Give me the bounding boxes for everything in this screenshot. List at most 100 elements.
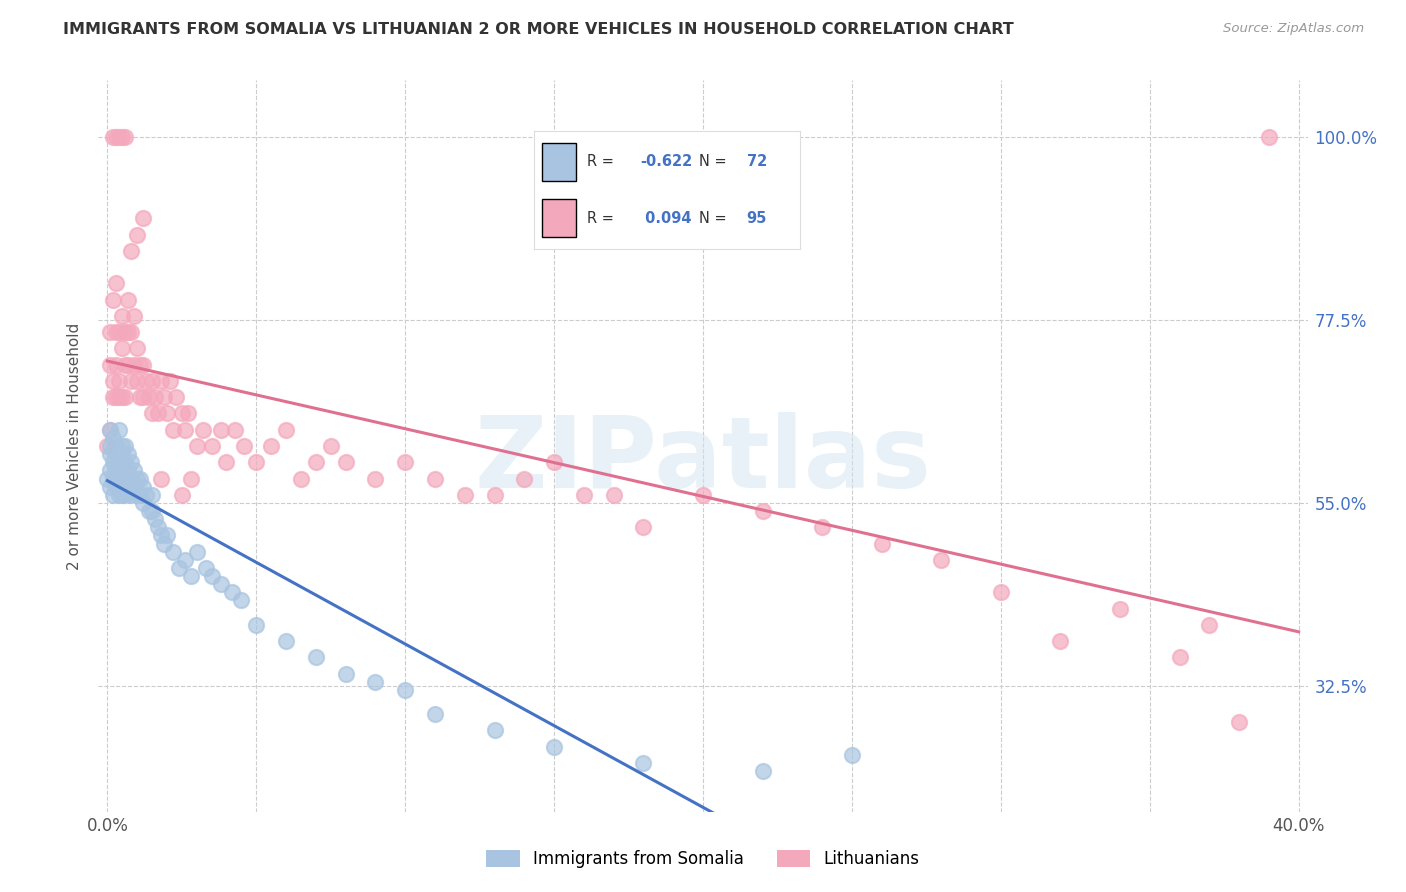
Point [132,496,155,510]
Point [1257,130,1279,145]
Point [114,130,136,145]
Point [105,463,128,477]
Point [98,325,121,339]
Point [98,480,121,494]
Point [129,358,152,372]
Point [105,439,128,453]
Point [98,423,121,437]
Point [132,211,155,226]
Point [98,439,121,453]
Point [929,553,952,567]
Point [186,544,208,558]
Text: IMMIGRANTS FROM SOMALIA VS LITHUANIAN 2 OR MORE VEHICLES IN HOUSEHOLD CORRELATIO: IMMIGRANTS FROM SOMALIA VS LITHUANIAN 2 … [63,22,1014,37]
Point [111,447,134,461]
Point [484,488,506,502]
Point [1109,601,1132,615]
Point [108,390,131,404]
Point [98,463,121,477]
Point [245,455,267,469]
Point [105,277,128,291]
Point [129,471,152,485]
Point [1168,650,1191,665]
Point [143,512,166,526]
Point [305,650,328,665]
Point [111,488,134,502]
Point [120,471,142,485]
Point [127,374,149,388]
Point [194,561,217,575]
Point [103,374,125,388]
Point [186,439,208,453]
Point [513,471,536,485]
Point [103,455,125,469]
Point [149,471,172,485]
Point [305,455,328,469]
Point [692,488,714,502]
Y-axis label: 2 or more Vehicles in Household: 2 or more Vehicles in Household [67,322,83,570]
Point [114,488,136,502]
Point [103,431,125,445]
Point [98,447,121,461]
Point [484,723,506,738]
Point [260,439,283,453]
Point [105,447,128,461]
Point [543,739,565,754]
Point [120,374,142,388]
Point [108,488,131,502]
Point [394,682,416,697]
Point [335,666,357,681]
Point [180,471,202,485]
Point [138,504,160,518]
Point [209,577,232,591]
Point [135,488,157,502]
Point [122,480,145,494]
Point [633,520,655,534]
Point [543,455,565,469]
Point [870,536,893,550]
Text: ZIPatlas: ZIPatlas [475,412,931,509]
Point [233,439,256,453]
Point [129,488,152,502]
Point [319,439,342,453]
Point [129,390,152,404]
Point [103,390,125,404]
Point [127,488,149,502]
Point [215,455,238,469]
Point [105,130,128,145]
Point [105,480,128,494]
Point [114,358,136,372]
Point [103,471,125,485]
Point [159,374,181,388]
Point [633,756,655,770]
Point [162,423,184,437]
Point [114,471,136,485]
Point [221,585,243,599]
Point [122,358,145,372]
Point [117,447,139,461]
Point [108,423,131,437]
Point [274,423,297,437]
Point [114,455,136,469]
Point [111,390,134,404]
Point [120,455,142,469]
Point [156,528,179,542]
Point [364,674,387,689]
Point [103,488,125,502]
Point [423,471,446,485]
Point [146,407,169,421]
Point [751,504,773,518]
Point [120,244,142,258]
Point [231,593,253,607]
Point [1049,634,1071,648]
Point [111,455,134,469]
Point [200,439,222,453]
Point [117,463,139,477]
Point [96,439,118,453]
Point [200,569,222,583]
Point [108,130,131,145]
Point [751,764,773,778]
Legend: Immigrants from Somalia, Lithuanians: Immigrants from Somalia, Lithuanians [479,843,927,875]
Point [841,747,863,762]
Point [127,471,149,485]
Point [108,471,131,485]
